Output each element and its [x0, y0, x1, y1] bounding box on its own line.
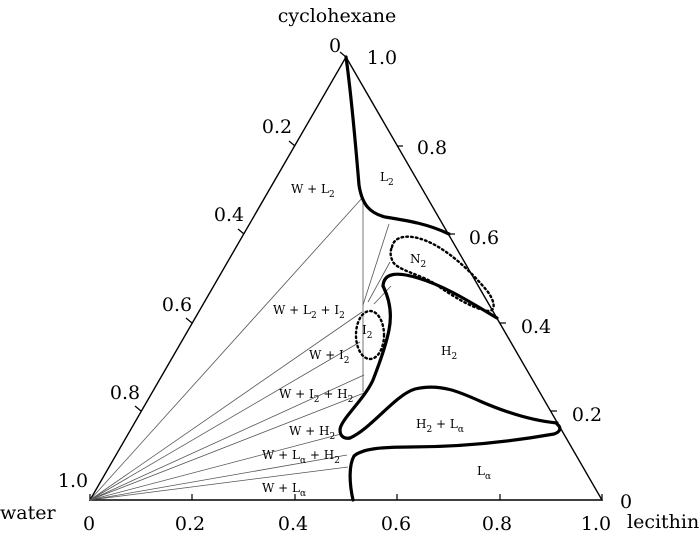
vertex-label-lecithin: lecithin: [627, 511, 699, 533]
tie-line: [89, 341, 361, 501]
tie-line: [89, 311, 363, 501]
left-axis: 0 0.2 0.4 0.6 0.8 1.0: [58, 35, 347, 492]
region-labels: L2 N2 H2 I2 Lα H2 + Lα W + L2 W + L2 + I…: [262, 170, 491, 499]
right-tick-label: 0.6: [469, 227, 499, 249]
region-label-W-La-H2: W + Lα + H2: [262, 448, 340, 466]
region-label-H2-La: H2 + Lα: [416, 417, 464, 435]
boundary-La-top: [348, 422, 562, 502]
vertex-label-water: water: [0, 502, 56, 524]
bottom-tick-label: 0.8: [482, 513, 512, 535]
region-label-W-L2: W + L2: [291, 182, 335, 200]
vertex-label-cyclohexane: cyclohexane: [278, 5, 397, 27]
right-tick-label: 0.4: [521, 316, 551, 338]
tie-line: [89, 433, 342, 501]
tie-lines: [89, 196, 392, 501]
right-tick-label: 0: [620, 491, 632, 513]
region-label-H2: H2: [441, 344, 457, 362]
region-label-L2: L2: [380, 170, 394, 188]
triangle-frame: [88, 55, 604, 501]
tie-line: [89, 466, 349, 501]
tie-line: [362, 223, 390, 306]
left-tick-label: 0.4: [214, 204, 244, 226]
right-tick-label: 0.8: [417, 137, 447, 159]
region-label-N2: N2: [410, 252, 426, 270]
boundary-H2-left: [338, 284, 392, 440]
region-label-W-H2: W + H2: [289, 424, 335, 442]
bottom-tick-label: 1.0: [581, 513, 611, 535]
left-tick-label: 0: [329, 35, 341, 57]
right-axis: 1.0 0.8 0.6 0.4 0.2 0: [367, 47, 632, 513]
phase-boundaries: [338, 55, 562, 502]
left-tick-label: 1.0: [58, 470, 88, 492]
bottom-axis: 0 0.2 0.4 0.6 0.8 1.0: [83, 494, 611, 535]
bottom-tick-label: 0.6: [381, 513, 411, 535]
boundary-H2-La-top: [348, 385, 559, 440]
tie-line: [89, 392, 365, 501]
left-tick: [288, 140, 296, 147]
left-tick: [185, 317, 193, 324]
bottom-tick-label: 0: [83, 513, 95, 535]
right-tick-label: 1.0: [367, 47, 397, 69]
boundary-H2-top: [381, 272, 499, 320]
region-label-W-La: W + Lα: [262, 481, 306, 499]
region-label-La: Lα: [477, 464, 491, 482]
left-tick: [237, 228, 245, 235]
left-tick-label: 0.8: [110, 382, 140, 404]
left-tick: [134, 405, 142, 412]
region-label-I2: I2: [362, 323, 372, 341]
tie-line: [89, 374, 365, 501]
region-label-W-L2-I2: W + L2 + I2: [273, 303, 345, 321]
bottom-tick-label: 0.4: [278, 513, 308, 535]
left-tick-label: 0.6: [162, 294, 192, 316]
tie-line: [373, 285, 392, 305]
left-tick-label: 0.2: [262, 116, 292, 138]
tie-line: [367, 261, 391, 303]
region-label-W-I2: W + I2: [309, 348, 350, 366]
boundary-I2-loop: [354, 309, 386, 361]
boundary-L2: [344, 55, 451, 236]
bottom-tick-label: 0.2: [175, 513, 205, 535]
tie-line: [89, 196, 364, 501]
tie-line: [89, 454, 348, 501]
region-label-W-I2-H2: W + I2 + H2: [279, 387, 353, 405]
right-tick-label: 0.2: [572, 404, 602, 426]
boundary-N2-loop: [389, 235, 495, 313]
